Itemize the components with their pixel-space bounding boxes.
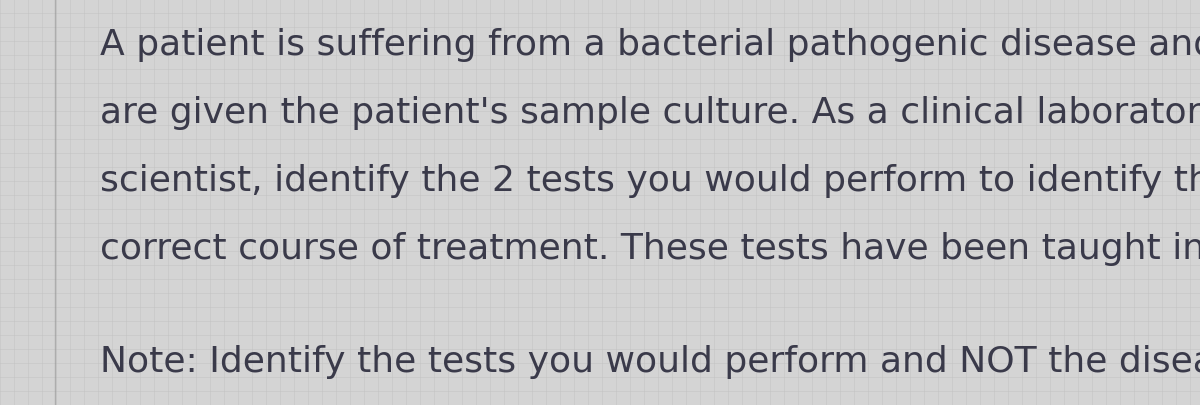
Text: Note: Identify the tests you would perform and NOT the disease or: Note: Identify the tests you would perfo… (100, 344, 1200, 378)
Text: correct course of treatment. These tests have been taught in lab.: correct course of treatment. These tests… (100, 231, 1200, 265)
Text: scientist, identify the 2 tests you would perform to identify the: scientist, identify the 2 tests you woul… (100, 164, 1200, 198)
Text: are given the patient's sample culture. As a clinical laboratory: are given the patient's sample culture. … (100, 96, 1200, 130)
Text: A patient is suffering from a bacterial pathogenic disease and you: A patient is suffering from a bacterial … (100, 28, 1200, 62)
